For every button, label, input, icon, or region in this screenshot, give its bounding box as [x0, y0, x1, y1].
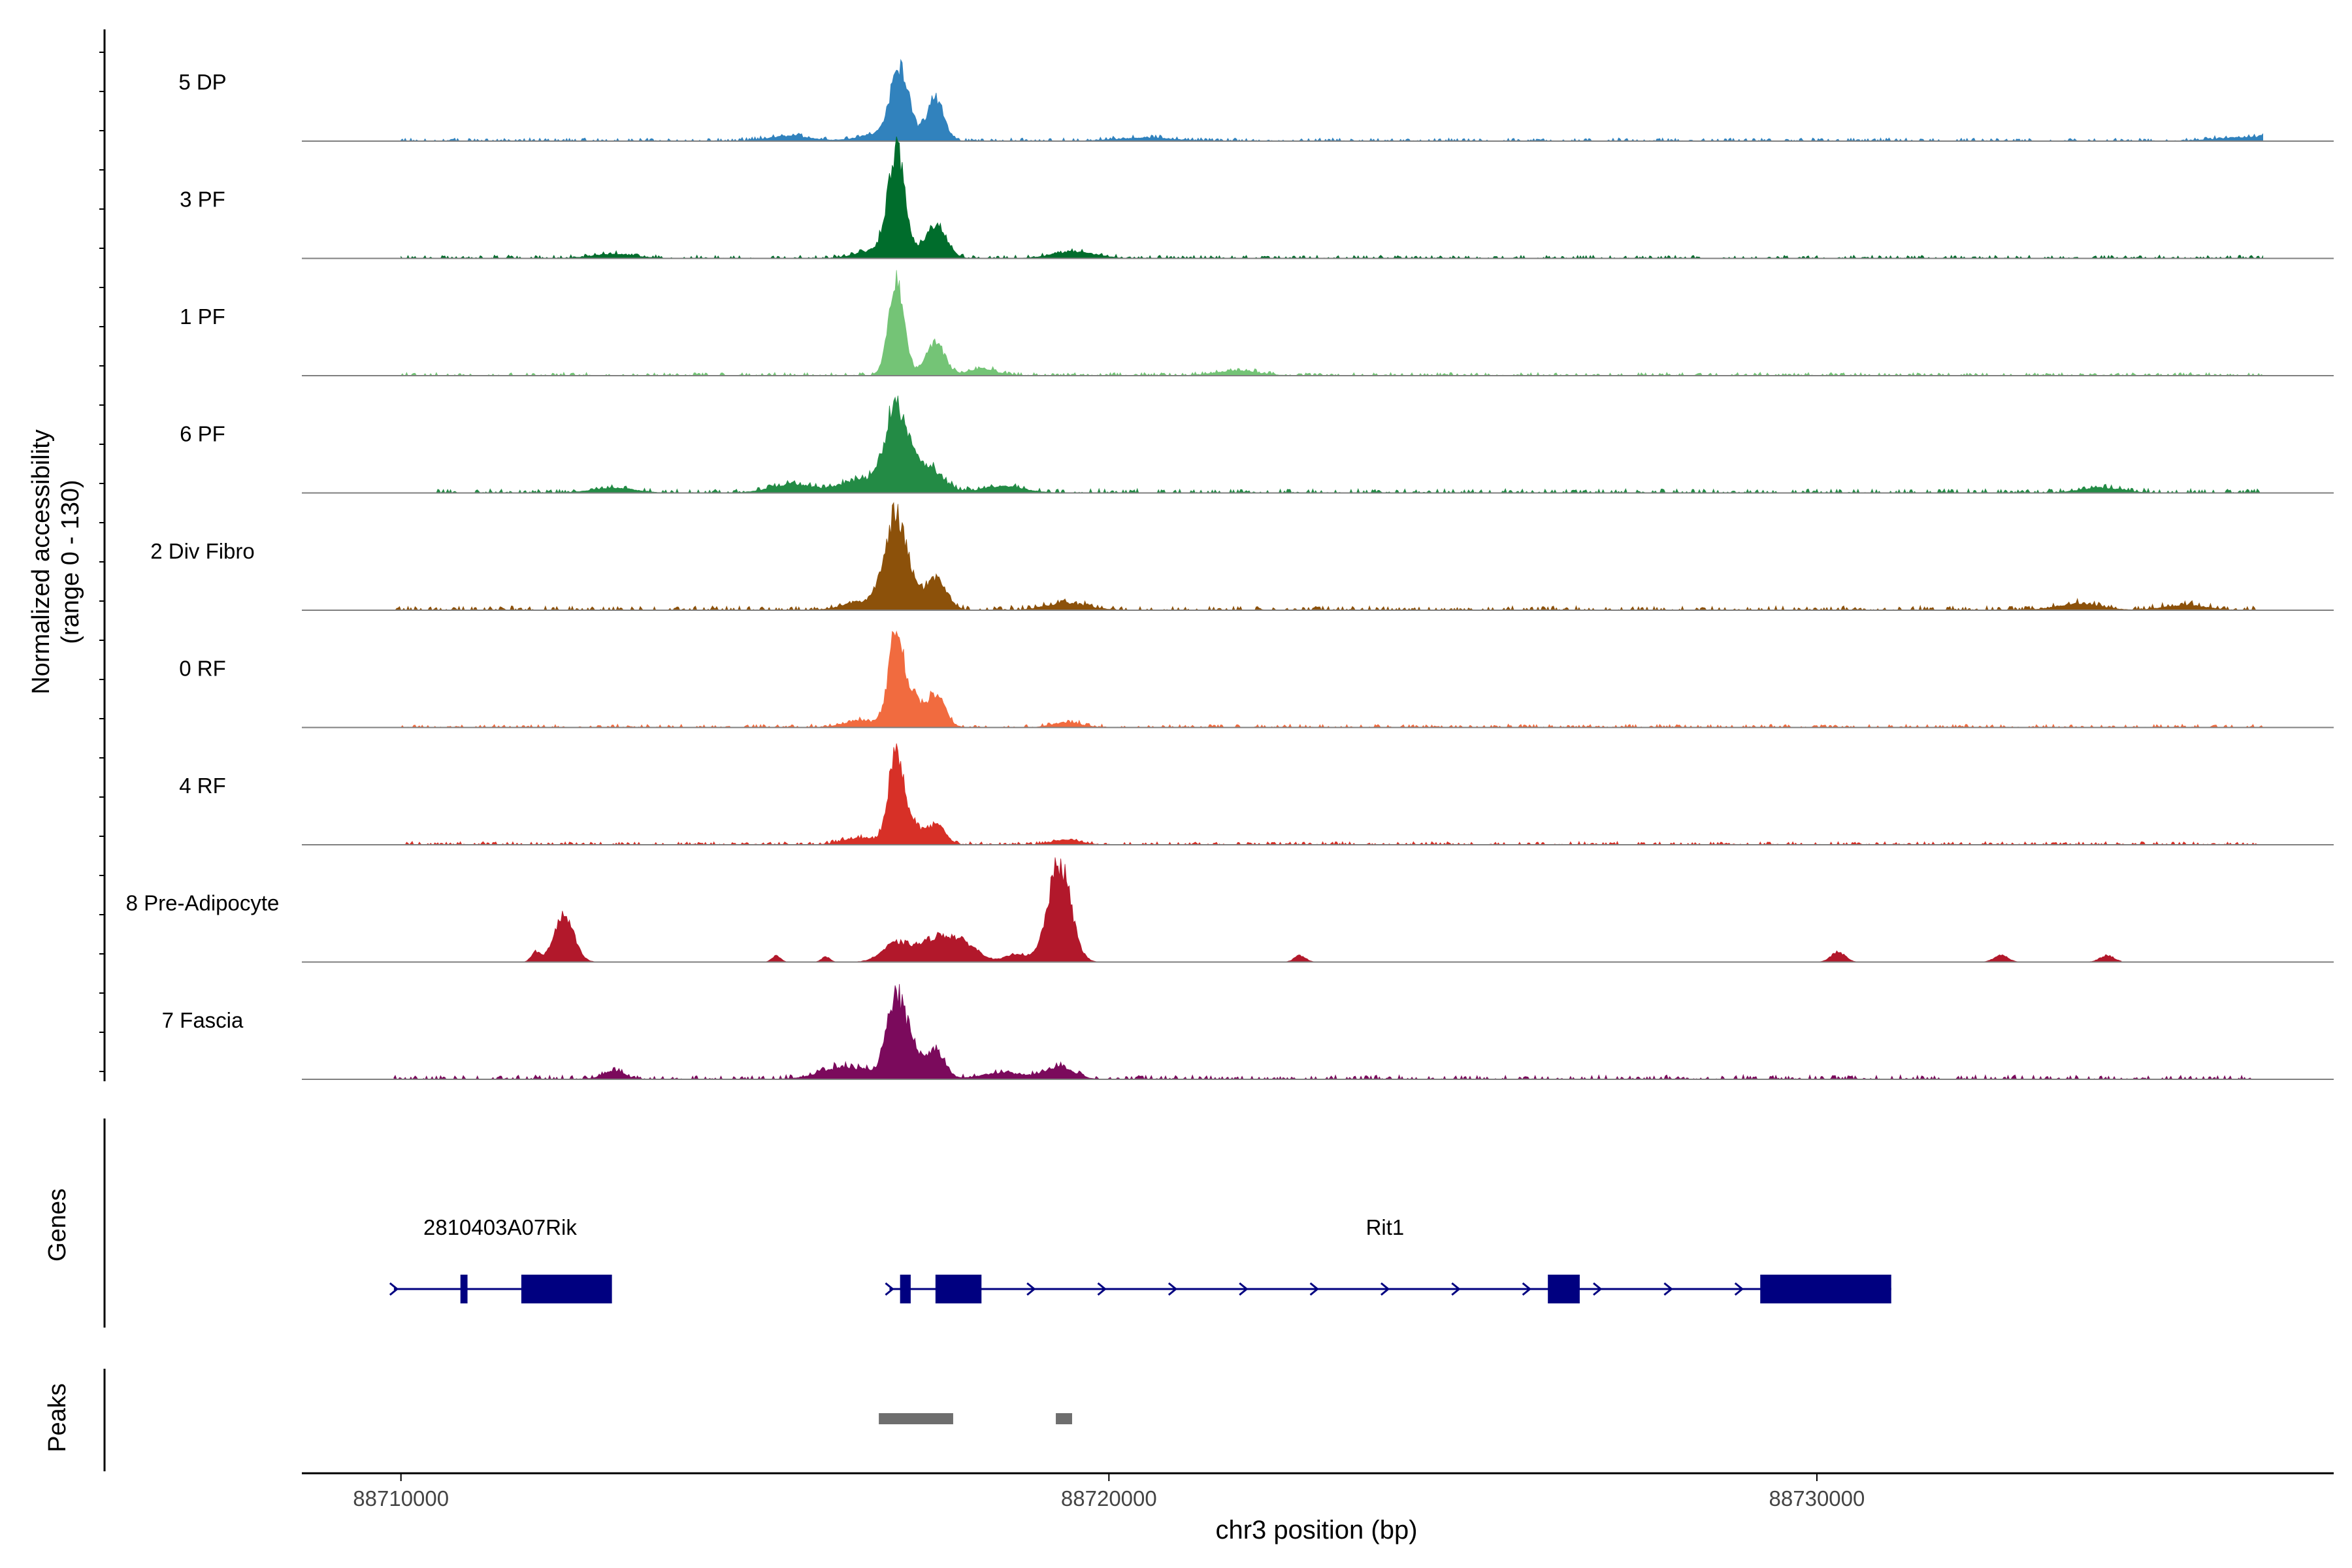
- track-7: 4 RF: [179, 743, 2334, 845]
- y-axis-title: Normalized accessibility (range 0 - 130): [27, 429, 84, 694]
- coverage-area: [400, 136, 2263, 259]
- gene-exon: [900, 1275, 911, 1303]
- gene-name: Rit1: [1366, 1215, 1405, 1239]
- strand-arrow: [1451, 1282, 1461, 1296]
- strand-arrow: [1168, 1282, 1178, 1296]
- coverage-area: [393, 502, 2263, 612]
- track-label: 4 RF: [179, 774, 226, 798]
- strand-arrow: [1309, 1282, 1319, 1296]
- strand-arrow: [1097, 1282, 1107, 1296]
- track-3: 1 PF: [180, 270, 2334, 376]
- coverage-area: [400, 630, 2264, 728]
- gene-1: 2810403A07Rik: [389, 1215, 612, 1303]
- gene-exon: [460, 1275, 468, 1303]
- track-4: 6 PF: [180, 395, 2334, 494]
- x-axis-title: chr3 position (bp): [1215, 1516, 1417, 1544]
- gene-name: 2810403A07Rik: [423, 1215, 577, 1239]
- coverage-area: [400, 743, 2263, 845]
- strand-arrow: [389, 1282, 399, 1296]
- x-tick-label: 88720000: [1061, 1486, 1157, 1511]
- axes: 88710000 88720000 88730000: [99, 29, 2334, 1511]
- track-2: 3 PF: [180, 136, 2334, 259]
- gene-2: Rit1: [885, 1215, 1891, 1303]
- track-5: 2 Div Fibro: [150, 502, 2334, 612]
- coverage-area: [400, 59, 2263, 142]
- track-label: 7 Fascia: [162, 1008, 244, 1032]
- x-tick-label: 88710000: [353, 1486, 449, 1511]
- y-axis-ticks: [99, 52, 105, 1072]
- strand-arrow: [1734, 1282, 1744, 1296]
- coverage-area: [393, 984, 2263, 1081]
- track-label: 3 PF: [180, 188, 225, 212]
- x-tick-label: 88730000: [1769, 1486, 1865, 1511]
- track-label: 6 PF: [180, 422, 225, 446]
- peak-region: [1056, 1413, 1072, 1424]
- track-label: 1 PF: [180, 304, 225, 329]
- gene-exon: [521, 1275, 612, 1303]
- peak-region: [879, 1413, 953, 1424]
- strand-arrow: [1026, 1282, 1036, 1296]
- gene-exon: [935, 1275, 982, 1303]
- coverage-tracks: 5 DP 3 PF 1 PF 6 PF 2 Div Fibro 0 RF 4 RF 8 Pre…: [126, 59, 2334, 1081]
- genes-label: Genes: [44, 1188, 71, 1262]
- peak-track: [879, 1413, 1072, 1424]
- track-label: 5 DP: [178, 70, 226, 94]
- strand-arrow: [885, 1282, 894, 1296]
- peaks-label: Peaks: [44, 1383, 71, 1452]
- gene-exon: [1548, 1275, 1580, 1303]
- track-label: 2 Div Fibro: [150, 539, 255, 563]
- track-label: 0 RF: [179, 657, 226, 681]
- gene-track: 2810403A07Rik Rit1: [389, 1215, 1891, 1303]
- x-axis-ticks: 88710000 88720000 88730000: [353, 1473, 1865, 1511]
- coverage-area: [436, 395, 2263, 494]
- coverage-area: [521, 857, 2122, 962]
- strand-arrow: [1593, 1282, 1603, 1296]
- strand-arrow: [1663, 1282, 1673, 1296]
- track-1: 5 DP: [178, 59, 2334, 142]
- coverage-area: [400, 270, 2264, 376]
- gene-exon: [1760, 1275, 1891, 1303]
- y-axis-title-line2: (range 0 - 130): [57, 480, 84, 644]
- track-6: 0 RF: [179, 630, 2334, 728]
- track-8: 8 Pre-Adipocyte: [126, 857, 2334, 963]
- y-axis-title-line1: Normalized accessibility: [27, 429, 55, 694]
- strand-arrow: [1239, 1282, 1249, 1296]
- strand-arrow: [1380, 1282, 1390, 1296]
- track-9: 7 Fascia: [162, 984, 2334, 1081]
- strand-arrow: [1522, 1282, 1532, 1296]
- track-label: 8 Pre-Adipocyte: [126, 891, 280, 915]
